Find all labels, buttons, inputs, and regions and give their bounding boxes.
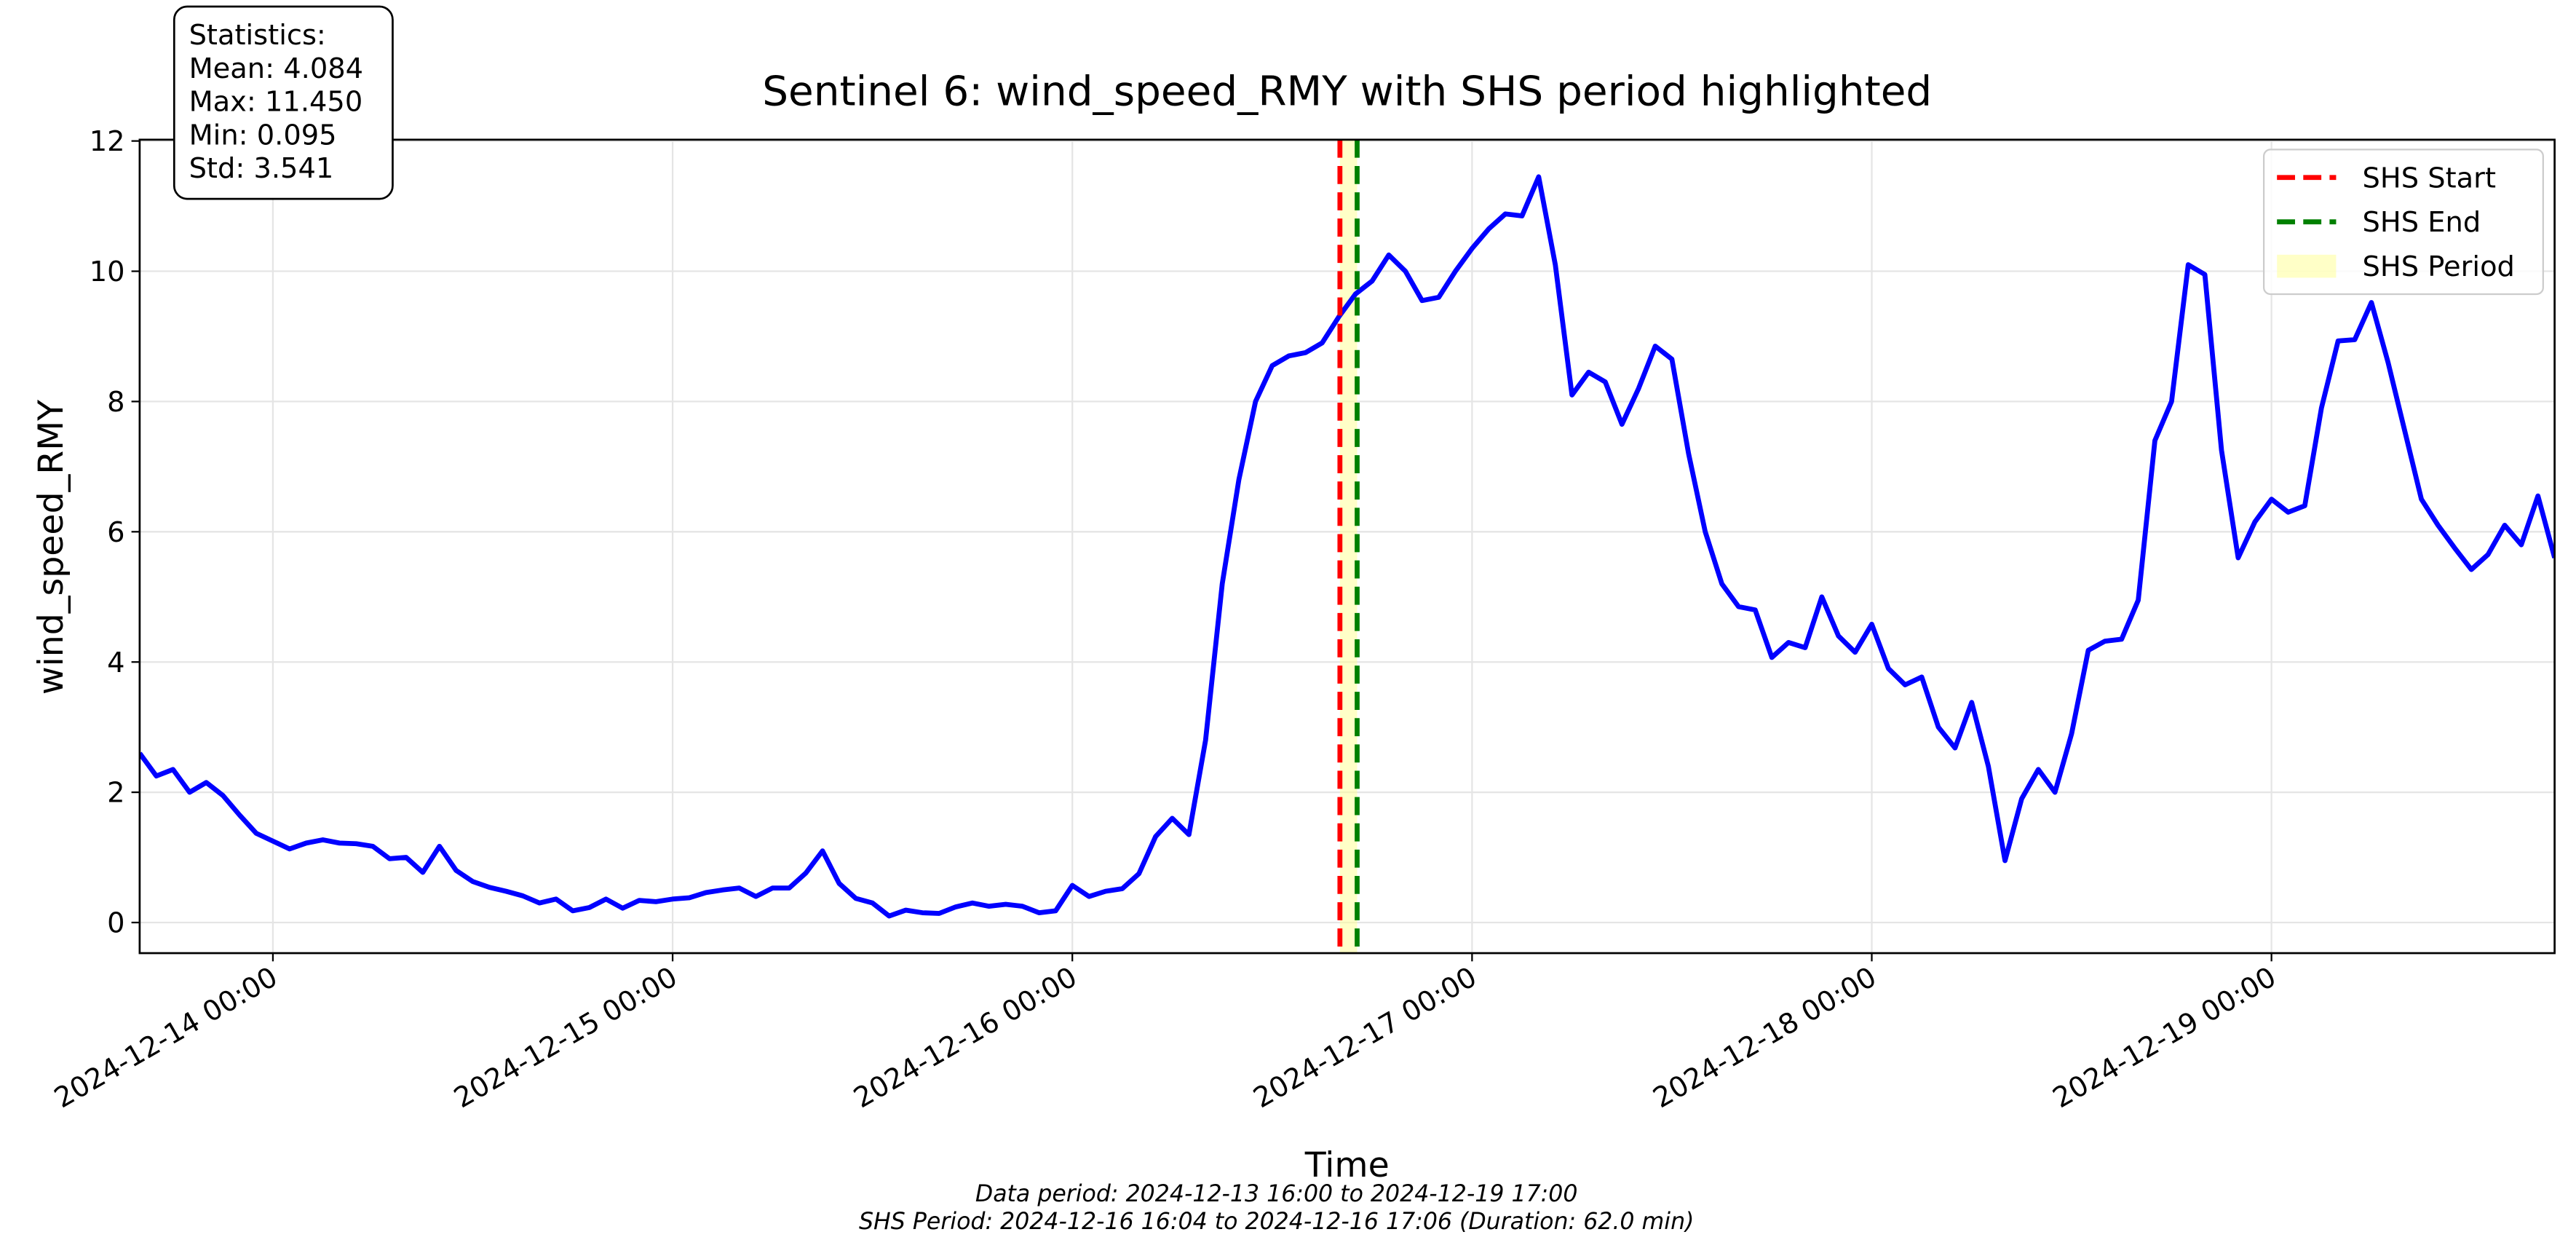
- chart-title: Sentinel 6: wind_speed_RMY with SHS peri…: [762, 68, 1932, 115]
- y-tick-label: 2: [107, 777, 124, 810]
- stats-line: Std: 3.541: [189, 152, 334, 185]
- stats-line: Max: 11.450: [189, 86, 363, 119]
- y-tick-label: 12: [90, 125, 125, 158]
- y-tick-label: 6: [107, 516, 124, 549]
- y-tick-label: 4: [107, 647, 124, 679]
- plot-frame: [138, 138, 2556, 955]
- y-tick-label: 8: [107, 386, 124, 419]
- footnote: Data period: 2024-12-13 16:00 to 2024-12…: [975, 1181, 1578, 1207]
- stats-line: Statistics:: [189, 19, 326, 52]
- legend-swatch: [2277, 254, 2337, 278]
- stats-line: Min: 0.095: [189, 119, 337, 151]
- legend-label: SHS Period: [2363, 250, 2515, 283]
- stats-line: Mean: 4.084: [189, 52, 363, 85]
- stats-box: [173, 5, 394, 200]
- shs-period-span: [1339, 139, 1358, 954]
- y-tick-label: 10: [90, 256, 125, 288]
- y-tick-label: 0: [107, 907, 124, 940]
- data-line: [139, 174, 2555, 919]
- y-axis-label: wind_speed_RMY: [31, 399, 71, 695]
- legend-label: SHS End: [2363, 206, 2481, 239]
- legend-label: SHS Start: [2363, 162, 2496, 194]
- footnote: SHS Period: 2024-12-16 16:04 to 2024-12-…: [859, 1209, 1694, 1235]
- x-axis-label: Time: [1304, 1145, 1390, 1185]
